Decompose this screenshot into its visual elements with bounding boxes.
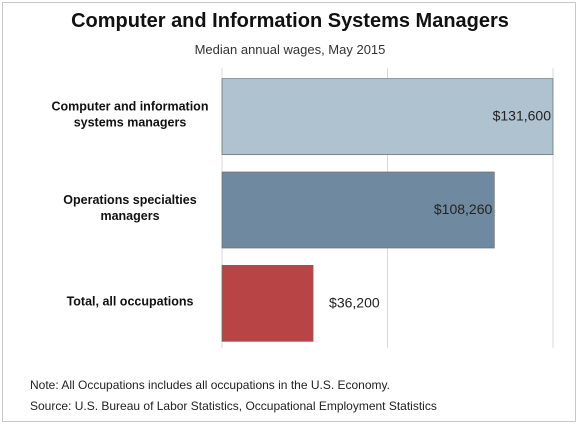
- category-label-line: managers: [100, 209, 159, 223]
- chart-title: Computer and Information Systems Manager…: [71, 10, 509, 32]
- category-label-0: Computer and information systems managers: [52, 100, 209, 130]
- category-label-line: Operations specialties: [63, 193, 196, 207]
- chart-notes: Note: All Occupations includes all occup…: [30, 375, 437, 417]
- value-label-0: $131,600: [493, 108, 552, 124]
- bar-0: [221, 78, 554, 156]
- bar-1: [221, 171, 495, 249]
- note-text: Note: All Occupations includes all occup…: [30, 378, 390, 392]
- value-label-1: $108,260: [434, 201, 493, 217]
- category-label-line: systems managers: [74, 116, 187, 130]
- bar-2: [221, 264, 314, 342]
- chart-subtitle: Median annual wages, May 2015: [194, 42, 386, 57]
- category-label-line: Total, all occupations: [67, 294, 194, 308]
- category-label-2: Total, all occupations: [67, 294, 194, 308]
- source-text: Source: U.S. Bureau of Labor Statistics,…: [30, 399, 437, 413]
- category-label-1: Operations specialties managers: [63, 193, 196, 223]
- value-label-2: $36,200: [329, 294, 380, 310]
- category-label-line: Computer and information: [52, 100, 209, 114]
